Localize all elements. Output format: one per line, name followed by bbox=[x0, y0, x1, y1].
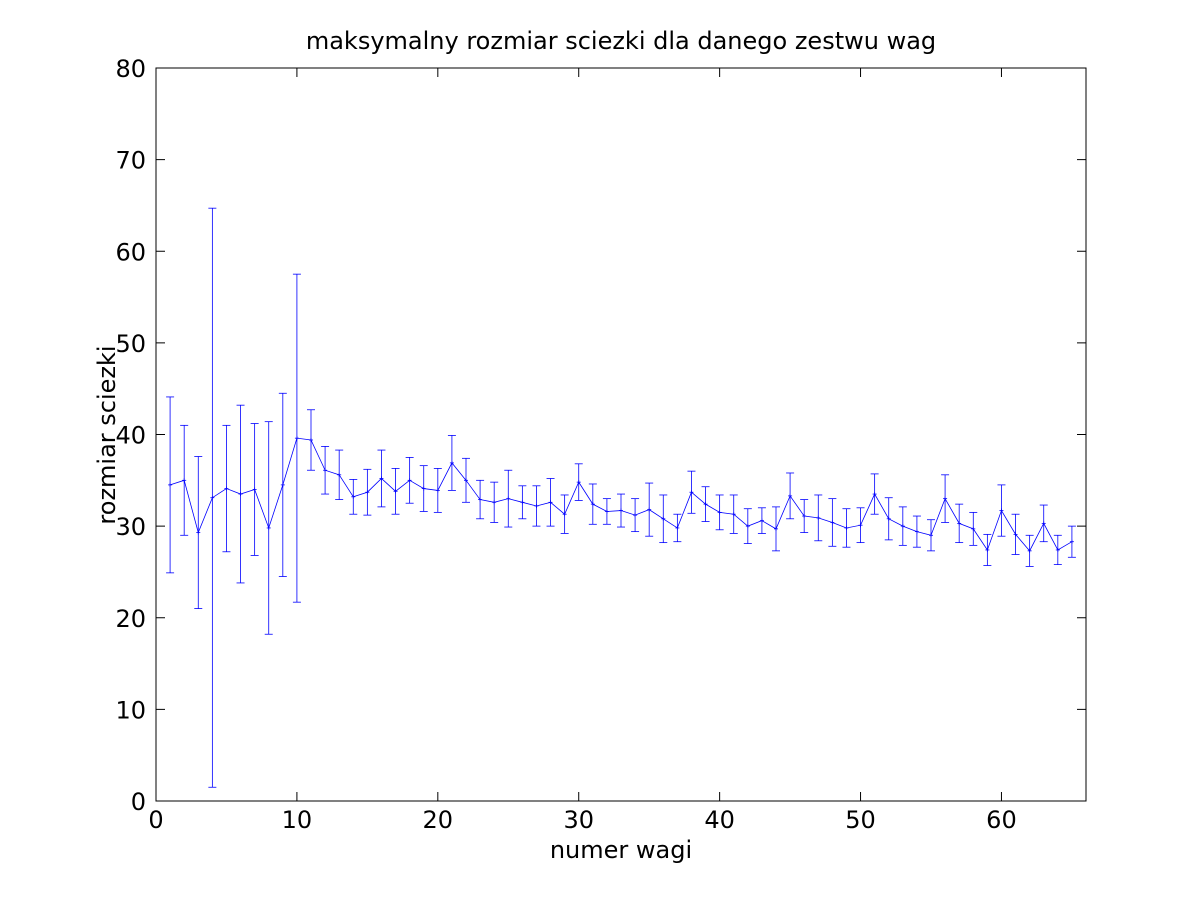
y-tick-label: 10 bbox=[115, 696, 146, 724]
y-tick-label: 40 bbox=[115, 422, 146, 450]
data-point bbox=[534, 503, 539, 508]
data-point bbox=[985, 547, 990, 552]
data-point bbox=[619, 508, 623, 513]
x-tick-label: 50 bbox=[845, 806, 876, 834]
y-tick-label: 20 bbox=[115, 605, 146, 633]
data-point bbox=[858, 523, 863, 528]
data-point bbox=[774, 526, 778, 531]
data-point bbox=[435, 488, 440, 493]
data-point bbox=[365, 490, 370, 495]
data-point bbox=[210, 495, 215, 500]
data-point bbox=[520, 500, 525, 505]
data-point bbox=[252, 487, 257, 492]
data-point bbox=[830, 520, 835, 525]
data-point bbox=[294, 436, 299, 441]
data-point bbox=[379, 476, 384, 481]
series bbox=[168, 436, 1074, 553]
data-point bbox=[633, 513, 638, 518]
data-point bbox=[788, 493, 793, 498]
y-tick-label: 70 bbox=[115, 147, 146, 175]
x-tick-label: 0 bbox=[148, 806, 163, 834]
data-point bbox=[1041, 521, 1046, 526]
data-point bbox=[548, 500, 553, 505]
data-point bbox=[675, 525, 680, 530]
data-point bbox=[351, 494, 356, 499]
y-tick-label: 60 bbox=[115, 238, 146, 266]
data-point bbox=[421, 486, 426, 491]
data-point bbox=[449, 460, 454, 465]
data-point bbox=[745, 524, 750, 529]
x-axis-label: numer wagi bbox=[550, 836, 692, 864]
data-point bbox=[900, 524, 905, 529]
x-tick-label: 30 bbox=[563, 806, 594, 834]
data-point bbox=[1027, 548, 1032, 553]
data-point bbox=[886, 516, 891, 521]
data-point bbox=[604, 509, 609, 514]
data-point bbox=[478, 497, 483, 502]
y-tick-label: 80 bbox=[115, 55, 146, 83]
data-point bbox=[647, 507, 652, 512]
data-point bbox=[280, 482, 285, 487]
data-point bbox=[238, 492, 243, 497]
data-point bbox=[943, 496, 948, 501]
data-point bbox=[872, 492, 877, 497]
data-point bbox=[661, 516, 666, 521]
data-point bbox=[196, 530, 201, 535]
y-tick-label: 50 bbox=[115, 330, 146, 358]
data-point bbox=[957, 521, 962, 526]
data-point bbox=[492, 500, 497, 505]
axis-ticks: 0 10 20 30 40 50 60 0 10 20 30 40 50 60 70 80 bbox=[115, 55, 1086, 834]
data-point bbox=[929, 533, 933, 538]
x-tick-label: 40 bbox=[704, 806, 735, 834]
data-point bbox=[407, 478, 412, 483]
data-point bbox=[802, 514, 807, 519]
data-point bbox=[266, 525, 271, 530]
data-point bbox=[759, 518, 764, 523]
data-point bbox=[971, 526, 976, 531]
data-point bbox=[337, 472, 342, 477]
data-point bbox=[844, 525, 849, 530]
chart-title: maksymalny rozmiar sciezki dla danego ze… bbox=[306, 27, 936, 55]
data-point bbox=[816, 515, 821, 520]
x-tick-label: 20 bbox=[423, 806, 454, 834]
data-point bbox=[562, 512, 567, 517]
y-axis-label: rozmiar sciezki bbox=[93, 345, 121, 524]
plot-area bbox=[155, 67, 1087, 802]
data-point bbox=[999, 508, 1004, 513]
data-point bbox=[506, 496, 511, 501]
data-point bbox=[309, 437, 313, 442]
data-point bbox=[731, 512, 736, 517]
data-point bbox=[1055, 547, 1060, 552]
data-point bbox=[1013, 532, 1018, 537]
data-point bbox=[464, 478, 468, 483]
data-point bbox=[576, 480, 581, 485]
data-point bbox=[393, 489, 398, 494]
data-point bbox=[703, 502, 708, 507]
y-tick-label: 0 bbox=[131, 788, 146, 816]
data-point bbox=[182, 478, 187, 483]
data-point bbox=[1069, 539, 1074, 544]
x-tick-label: 60 bbox=[986, 806, 1017, 834]
data-point bbox=[914, 529, 919, 534]
data-point bbox=[224, 486, 229, 491]
data-point bbox=[689, 490, 694, 495]
x-tick-label: 10 bbox=[282, 806, 313, 834]
data-point bbox=[590, 502, 595, 507]
data-point bbox=[717, 510, 722, 515]
data-point bbox=[168, 482, 173, 487]
y-tick-label: 30 bbox=[115, 513, 146, 541]
data-point bbox=[323, 468, 328, 473]
